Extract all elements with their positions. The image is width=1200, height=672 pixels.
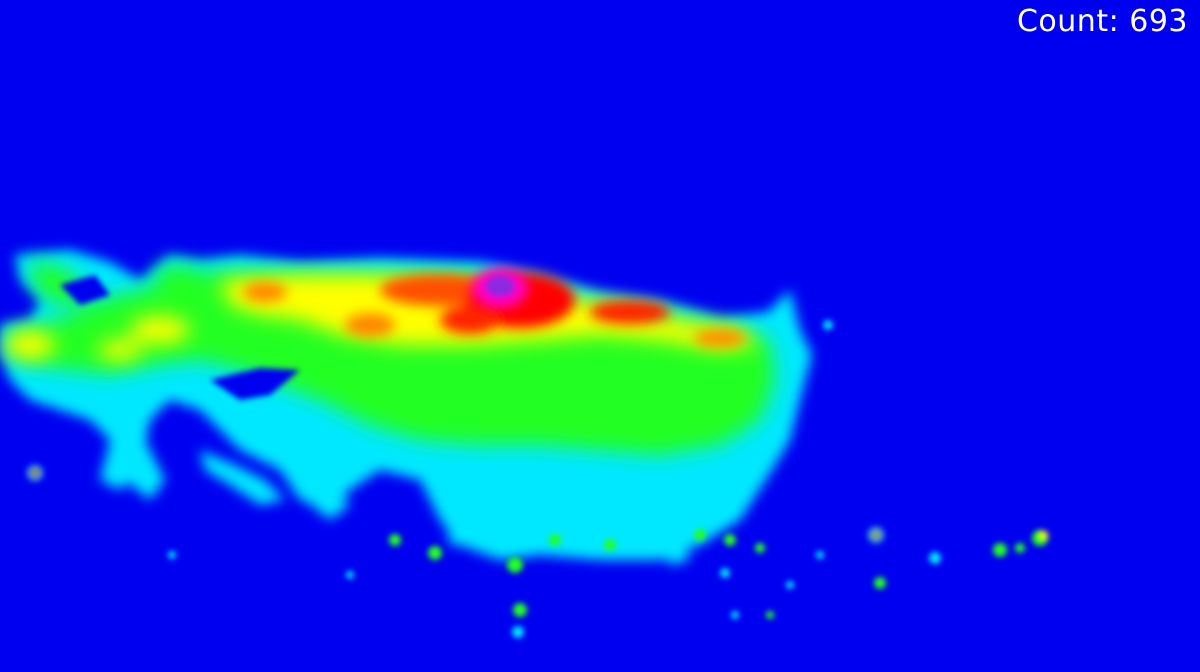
scattered-points <box>26 320 1048 638</box>
count-readout: Count: 693 <box>1017 4 1188 40</box>
count-label: Count: <box>1016 4 1120 39</box>
peak-hotspot <box>472 268 528 308</box>
low-density-holes <box>60 275 300 400</box>
count-value: 693 <box>1129 4 1188 39</box>
